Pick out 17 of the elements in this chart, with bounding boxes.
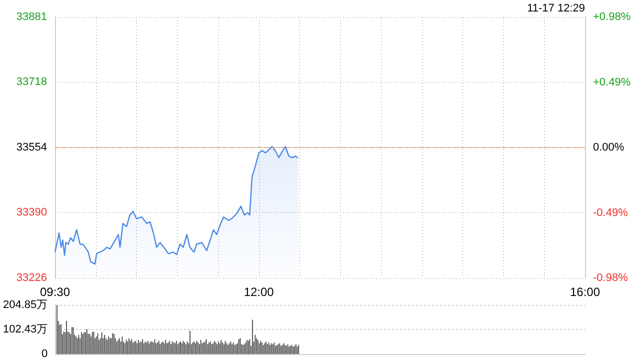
y-tick-label: 204.85万 (2, 299, 48, 311)
y-tick-label: 0 (42, 348, 48, 360)
y-tick-label: 102.43万 (2, 324, 48, 336)
x-tick-label: 09:30 (40, 285, 70, 299)
x-tick-label: 12:00 (244, 285, 274, 299)
y-tick-label: 33554 (16, 141, 47, 154)
y2-tick-label: 0.00% (593, 142, 624, 154)
y2-tick-label: -0.98% (593, 272, 628, 284)
y-tick-label: 33390 (16, 206, 47, 219)
text: 11-17 12:29 (527, 2, 585, 14)
y2-tick-label: +0.98% (593, 11, 631, 23)
x-tick-label: 16:00 (570, 285, 600, 299)
y-tick-label: 33881 (16, 11, 47, 23)
y-tick-label: 33718 (16, 76, 47, 88)
y2-tick-label: +0.49% (593, 76, 631, 88)
y-tick-label: 33226 (16, 272, 47, 284)
y2-tick-label: -0.49% (593, 206, 628, 219)
